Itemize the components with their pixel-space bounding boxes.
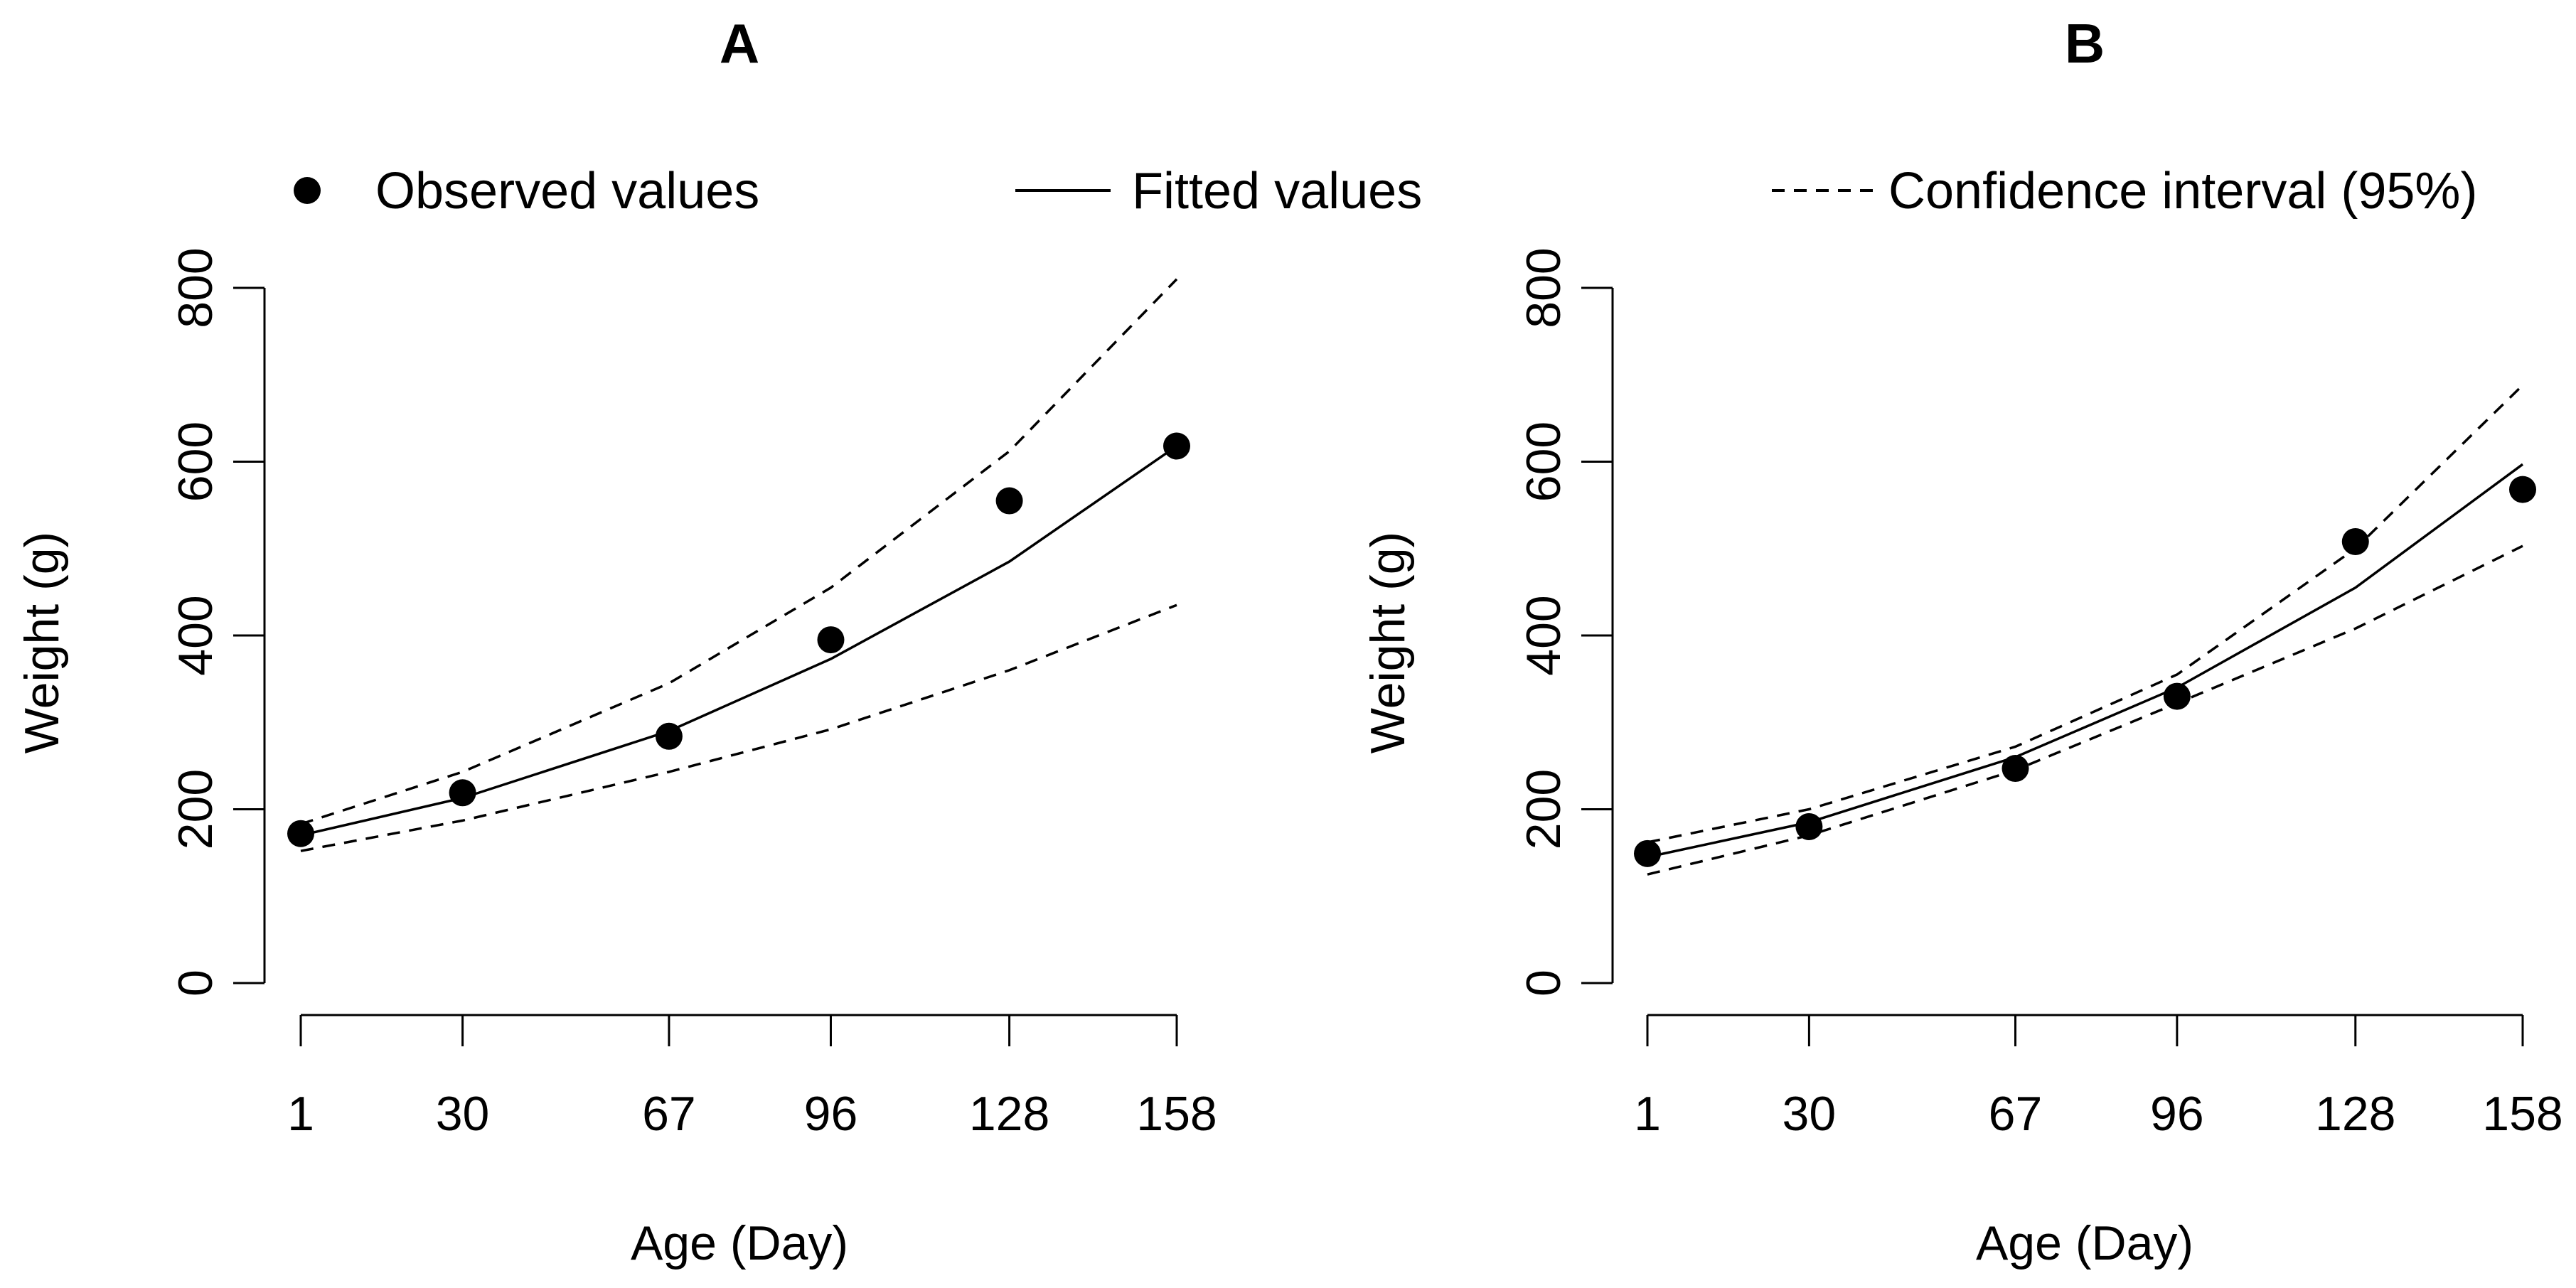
y-tick-label: 600	[1517, 422, 1571, 502]
y-tick-label: 200	[1517, 769, 1571, 849]
panel-title: A	[720, 12, 759, 75]
y-tick-label: 800	[169, 247, 223, 328]
x-tick-label: 96	[2150, 1087, 2204, 1141]
y-tick-label: 600	[169, 422, 223, 502]
x-tick-label: 30	[436, 1087, 490, 1141]
x-axis-label: Age (Day)	[1976, 1216, 2193, 1270]
legend-fitted-label: Fitted values	[1132, 163, 1422, 220]
x-tick-label: 1	[1634, 1087, 1661, 1141]
ci-line	[1647, 544, 2523, 876]
observed-point	[1634, 839, 1661, 867]
y-tick-label: 400	[169, 595, 223, 675]
observed-point	[817, 626, 845, 654]
observed-point	[2002, 755, 2029, 783]
x-tick-label: 158	[2482, 1087, 2562, 1141]
observed-point	[2341, 527, 2369, 555]
fitted-line	[1647, 463, 2524, 859]
x-tick-label: 158	[1136, 1087, 1217, 1141]
x-tick-label: 67	[642, 1087, 696, 1141]
x-tick-label: 96	[804, 1087, 858, 1141]
legend-observed-label: Observed values	[375, 163, 759, 220]
y-tick-label: 400	[1517, 595, 1571, 675]
ci-line	[300, 278, 1178, 825]
observed-point	[449, 779, 476, 807]
panel-title: B	[2065, 12, 2105, 75]
ci-line	[300, 603, 1177, 852]
y-tick-label: 800	[1517, 247, 1571, 328]
fitted-line	[300, 445, 1177, 837]
observed-point	[995, 487, 1023, 515]
legend-ci-label: Confidence interval (95%)	[1888, 163, 2477, 220]
y-tick-label: 0	[1517, 970, 1571, 997]
y-axis-label: Weight (g)	[15, 532, 69, 753]
observed-point	[655, 722, 683, 750]
panel-b: B 0 200 400 600 800 Weight (g) 1 30 67 96 128 158 Age…	[1361, 12, 2563, 1270]
legend: Observed values Fitted values Confidence…	[294, 163, 2477, 220]
x-tick-label: 67	[1989, 1087, 2043, 1141]
y-axis-label: Weight (g)	[1361, 532, 1415, 753]
panel-a: A 0 200 400 600 800 Weight (g) 1 30 67 96 128 158 Age…	[15, 12, 1217, 1270]
x-tick-label: 128	[2315, 1087, 2395, 1141]
observed-point	[287, 820, 314, 847]
x-tick-label: 30	[1783, 1087, 1837, 1141]
x-tick-label: 1	[287, 1087, 314, 1141]
observed-point	[2509, 476, 2536, 503]
legend-observed-marker	[294, 177, 321, 204]
x-tick-label: 128	[969, 1087, 1049, 1141]
y-tick-label: 200	[169, 769, 223, 849]
x-axis-label: Age (Day)	[631, 1216, 848, 1270]
y-tick-label: 0	[169, 970, 223, 997]
ci-line	[1647, 384, 2524, 844]
